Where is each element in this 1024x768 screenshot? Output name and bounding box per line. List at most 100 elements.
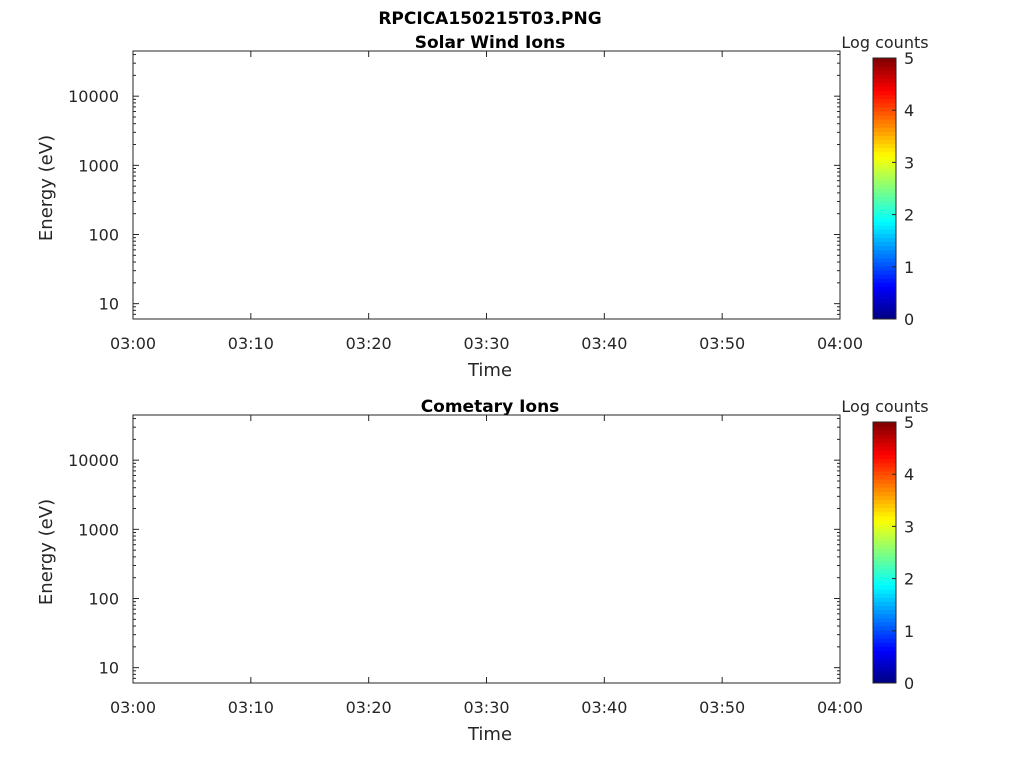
x-tick-label: 03:40 <box>581 698 627 717</box>
colorbar-swatch <box>873 581 896 586</box>
colorbar-swatch <box>873 237 896 243</box>
colorbar-swatch <box>873 560 896 566</box>
y-tick-label: 10000 <box>68 87 119 106</box>
y-tick-label: 1000 <box>78 520 119 539</box>
colorbar-swatch <box>873 495 896 500</box>
colorbar-swatch <box>873 233 896 238</box>
colorbar-swatch <box>873 458 896 464</box>
colorbar-swatch <box>873 589 896 594</box>
colorbar-swatch <box>873 147 896 153</box>
colorbar-swatch <box>873 225 896 230</box>
panel-cometary: Cometary Ions 03:00 03:10 03:20 03:30 03:40 0… <box>36 397 929 745</box>
colorbar-swatch <box>873 159 896 165</box>
colorbar-swatch <box>873 678 896 684</box>
colorbar-swatch <box>873 422 896 427</box>
y-axis-label: Energy (eV) <box>36 499 57 605</box>
colorbar-swatch <box>873 634 896 639</box>
colorbar-swatch <box>873 164 896 169</box>
colorbar-swatch <box>873 180 896 185</box>
colorbar-swatch <box>873 115 896 120</box>
colorbar-swatch <box>873 442 896 447</box>
colorbar-swatch <box>873 617 896 623</box>
x-tick-label: 03:30 <box>463 698 509 717</box>
colorbar-swatch <box>873 625 896 631</box>
colorbar-tick-label: 0 <box>904 674 914 693</box>
colorbar-swatch <box>873 662 896 668</box>
colorbar-swatch <box>873 270 896 275</box>
colorbar-swatch <box>873 515 896 521</box>
x-tick-label: 03:20 <box>346 698 392 717</box>
colorbar-tick-label: 3 <box>904 517 914 536</box>
colorbar-swatch <box>873 642 896 647</box>
colorbar-swatch <box>873 511 896 517</box>
panel-title: Solar Wind Ions <box>415 33 566 53</box>
colorbar-swatch <box>873 310 896 316</box>
plot-background <box>133 415 840 683</box>
colorbar-swatch <box>873 253 896 259</box>
x-axis-label: Time <box>467 360 512 381</box>
colorbar-swatch <box>873 98 896 104</box>
colorbar-swatch <box>873 572 896 578</box>
y-tick-label: 1000 <box>78 156 119 175</box>
colorbar-swatch <box>873 212 896 218</box>
colorbar-swatch <box>873 102 896 108</box>
colorbar-swatch <box>873 609 896 615</box>
colorbar-swatch <box>873 249 896 255</box>
colorbar-swatch <box>873 290 896 296</box>
colorbar-frame <box>872 421 897 684</box>
colorbar-swatch <box>873 540 896 545</box>
colorbar-tick-label: 1 <box>904 258 914 277</box>
colorbar-swatch <box>873 523 896 529</box>
colorbar-swatch <box>873 670 896 676</box>
colorbar-swatch <box>873 556 896 562</box>
colorbar-tick-label: 3 <box>904 153 914 172</box>
colorbar-swatch <box>873 434 896 439</box>
y-tick-label: 100 <box>88 225 119 244</box>
colorbar-tick-label: 0 <box>904 310 914 329</box>
colorbar-swatch <box>873 123 896 128</box>
colorbar-swatch <box>873 127 896 132</box>
colorbar-swatch <box>873 544 896 549</box>
colorbar-swatch <box>873 426 896 431</box>
colorbar-swatch <box>873 176 896 181</box>
colorbar-swatch <box>873 532 896 537</box>
colorbar-swatch <box>873 654 896 660</box>
colorbar-tick-label: 1 <box>904 622 914 641</box>
colorbar-swatch <box>873 658 896 664</box>
colorbar-swatch <box>873 438 896 443</box>
colorbar-swatch <box>873 245 896 251</box>
colorbar-swatch <box>873 466 896 472</box>
colorbar-swatch <box>873 139 896 145</box>
colorbar-swatch <box>873 66 896 71</box>
colorbar-label: Log counts <box>841 397 928 416</box>
colorbar-swatch <box>873 576 896 582</box>
colorbar-swatch <box>873 62 896 67</box>
colorbar-tick-label: 5 <box>904 413 914 432</box>
x-tick-label: 03:30 <box>463 334 509 353</box>
colorbar-swatch <box>873 78 896 83</box>
x-tick-label: 04:00 <box>817 698 863 717</box>
colorbar-swatch <box>873 184 896 189</box>
colorbar-swatch <box>873 491 896 496</box>
colorbar-tick-label: 5 <box>904 49 914 68</box>
colorbar-swatch <box>873 638 896 643</box>
figure-title: RPCICA150215T03.PNG <box>378 9 601 29</box>
colorbar-swatch <box>873 507 896 513</box>
plot-background <box>133 51 840 319</box>
colorbar-swatch <box>873 282 896 287</box>
colorbar-swatch <box>873 487 896 492</box>
colorbar-swatch <box>873 613 896 619</box>
colorbar-swatch <box>873 241 896 247</box>
colorbar-swatch <box>873 82 896 88</box>
colorbar-swatch <box>873 601 896 607</box>
colorbar-swatch <box>873 221 896 226</box>
x-tick-label: 03:20 <box>346 334 392 353</box>
colorbar-swatch <box>873 499 896 505</box>
colorbar-swatch <box>873 58 896 63</box>
colorbar-swatch <box>873 462 896 468</box>
colorbar-swatch <box>873 548 896 553</box>
colorbar-swatch <box>873 217 896 222</box>
colorbar-swatch <box>873 74 896 79</box>
colorbar-swatch <box>873 450 896 456</box>
x-tick-label: 03:50 <box>699 334 745 353</box>
